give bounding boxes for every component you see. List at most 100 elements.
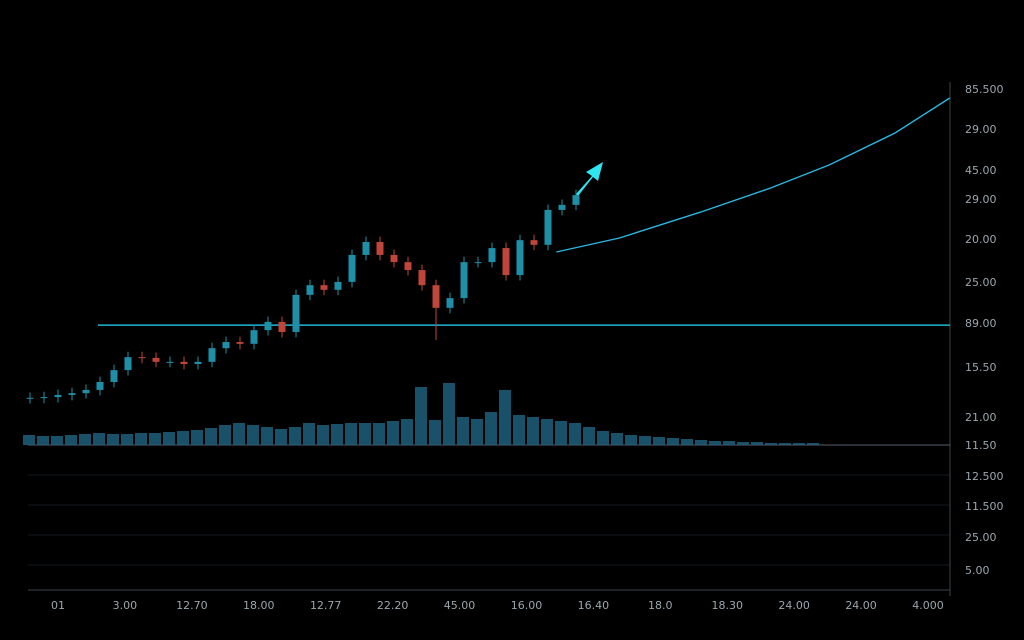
volume-bar [149,433,161,445]
price-label: 45.00 [965,164,997,177]
volume-bar [261,427,273,445]
candle-body [194,361,202,364]
volume-bar [373,423,385,445]
volume-bar [513,415,525,445]
price-label: 25.00 [965,276,997,289]
grid [28,474,950,566]
price-label: 15.50 [965,361,997,374]
candle-body [306,285,314,295]
volume-bar [289,427,301,445]
volume-bar [135,433,147,445]
time-label: 18.00 [243,599,275,612]
volume-bar [807,443,819,445]
volume-bar [737,442,749,445]
candle-body [474,262,482,264]
volume-bar [219,425,231,445]
candle-body [110,370,118,382]
volume-bar [457,417,469,445]
time-label: 12.70 [176,599,208,612]
candle-body [460,262,468,299]
volume-bar [779,443,791,445]
volume-bar [107,434,119,445]
volume-bar [429,420,441,445]
volume-bar [205,428,217,445]
volume-bar [765,443,777,445]
trend-arrow [576,162,603,196]
time-label: 12.77 [310,599,342,612]
price-label: 29.00 [965,193,997,206]
volume-bar [569,423,581,445]
candle-body [166,361,174,363]
time-label: 16.00 [511,599,543,612]
candle-body [68,393,76,395]
volume-bar [233,423,245,445]
volume-bar [611,433,623,445]
time-label: 45.00 [444,599,476,612]
volume-bar [37,436,49,445]
volume-bar [359,423,371,445]
candle-body [292,294,300,332]
candle-body [138,357,146,359]
volume-bar [639,436,651,445]
candle-body [516,240,524,276]
volume-bar [499,390,511,445]
candle-body [432,285,440,308]
volume-bar [695,440,707,445]
time-label: 01 [51,599,65,612]
candle-body [250,330,258,344]
candle-body [26,397,34,399]
volume-bar [485,412,497,445]
volume-bar [303,423,315,445]
volume-bar [247,425,259,445]
price-label: 89.00 [965,317,997,330]
volume-bar [387,421,399,445]
candle-body [82,389,90,394]
volume-bar [681,439,693,445]
volume-bar [527,417,539,445]
time-label: 4.000 [912,599,944,612]
volume-bar [709,441,721,445]
time-label: 16.40 [578,599,610,612]
volume-bar [443,383,455,445]
time-label: 18.30 [711,599,743,612]
volume-bar [51,436,63,445]
price-label: 11.500 [965,500,1004,513]
candle-body [180,361,188,364]
volume-bar [625,435,637,445]
volume-bar [415,387,427,445]
volume-bar [667,438,679,445]
candle-body [362,241,370,255]
candle-body [152,357,160,362]
volume-bar [23,435,35,445]
candle-body [544,209,552,245]
candle-body [264,321,272,331]
volume-bar [79,434,91,445]
candle-body [572,195,580,205]
volume-bar [275,429,287,445]
candle-body [558,204,566,210]
volume-bar [177,431,189,445]
price-label: 5.00 [965,564,990,577]
volume-bar [191,430,203,445]
volume-bar [583,427,595,445]
candle-body [208,348,216,362]
candle-body [124,357,132,371]
volume-bar [653,437,665,445]
volume-bar [793,443,805,445]
volume-bar [331,424,343,445]
volume-bar [555,421,567,445]
candle-body [320,285,328,290]
price-label: 21.00 [965,411,997,424]
candle-body [390,254,398,263]
time-label: 18.0 [648,599,673,612]
candle-body [334,281,342,290]
candle-body [40,397,48,399]
volume-bar [345,423,357,445]
volume-bar [541,419,553,445]
price-label: 12.500 [965,470,1004,483]
candle-body [222,342,230,349]
volume-bar [121,434,133,445]
candle-body [502,248,510,276]
volume-bar [471,419,483,445]
